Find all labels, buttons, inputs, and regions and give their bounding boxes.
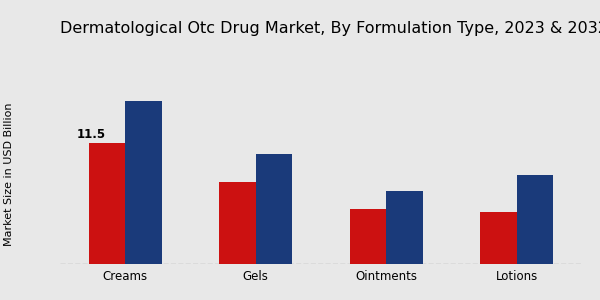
Text: Market Size in USD Billion: Market Size in USD Billion — [4, 102, 14, 246]
Bar — [480, 212, 517, 264]
Bar — [219, 182, 256, 264]
Bar — [386, 190, 423, 264]
Text: Dermatological Otc Drug Market, By Formulation Type, 2023 & 2032: Dermatological Otc Drug Market, By Formu… — [60, 21, 600, 36]
Bar — [89, 143, 125, 264]
Bar — [350, 209, 386, 264]
Bar — [256, 154, 292, 264]
Bar — [517, 175, 553, 264]
Text: 11.5: 11.5 — [77, 128, 106, 141]
Bar — [125, 101, 162, 264]
